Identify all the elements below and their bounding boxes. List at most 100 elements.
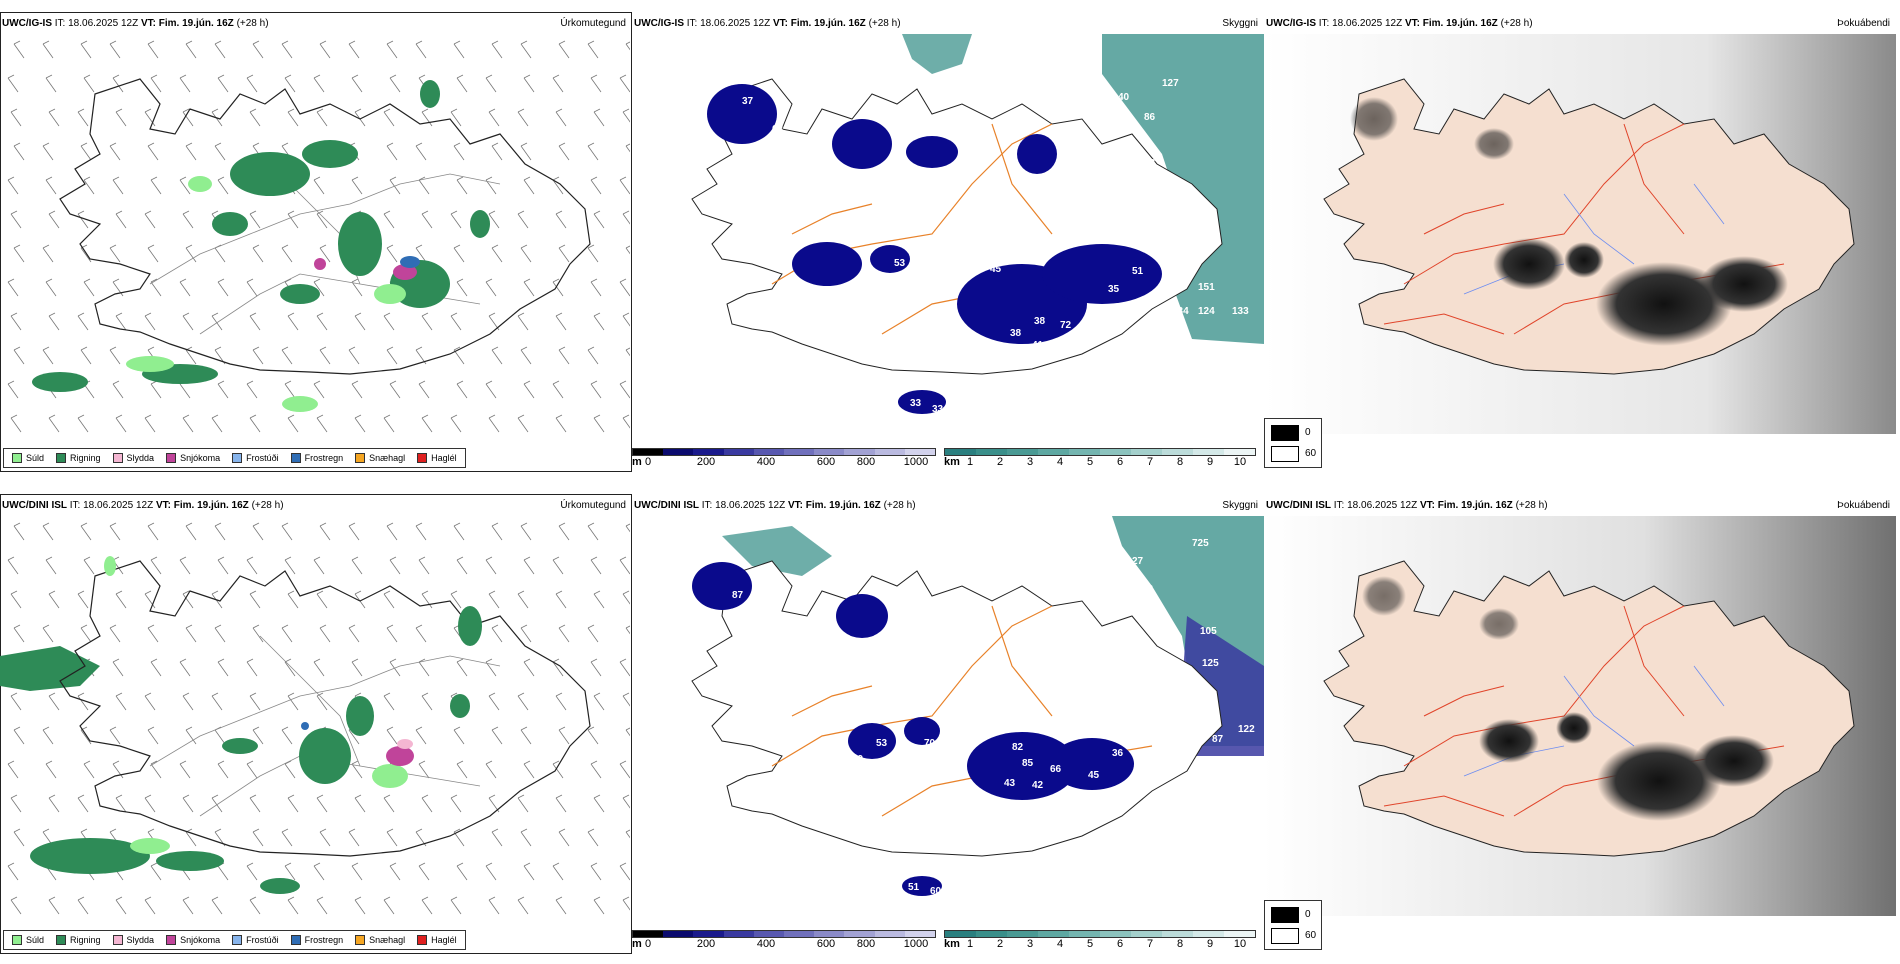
cloud-label: 40 [1118, 92, 1130, 103]
wind-barb [558, 522, 570, 541]
it-value: 18.06.2025 12Z [83, 500, 154, 511]
wind-barb [386, 142, 398, 161]
wind-barb [558, 40, 570, 59]
vt-label: VT: [155, 500, 171, 511]
panel-title: Skyggni [1222, 500, 1258, 511]
wind-barb [316, 794, 328, 813]
wind-barb [313, 74, 325, 93]
m-colorbar [632, 930, 936, 938]
wind-barb [115, 210, 127, 229]
panel-title: Úrkomutegund [560, 18, 626, 29]
panel-title: Þokuábendi [1837, 18, 1890, 29]
wind-barb [83, 176, 95, 195]
wind-barb [319, 346, 331, 365]
wind-barb [319, 244, 331, 263]
wind-barb [587, 522, 599, 541]
wind-barb [144, 312, 156, 331]
legend-item: Slydda [112, 453, 154, 463]
it-label: IT: [54, 18, 66, 29]
swatch [355, 935, 366, 945]
swatch [417, 453, 428, 463]
wind-barb [42, 624, 54, 643]
lead-time: (+28 h) [236, 18, 269, 29]
wind-barb [144, 896, 156, 915]
wind-barb [523, 862, 535, 881]
wind-barb [10, 312, 22, 331]
wind-barb [351, 380, 363, 399]
wind-barb [415, 726, 427, 745]
wind-barb [555, 794, 567, 813]
it-label: IT: [701, 500, 713, 511]
wind-barb [348, 40, 360, 59]
m-ticks: 0 200 400 600 800 1000 [644, 938, 929, 950]
wind-barb [418, 862, 430, 881]
wind-barb [625, 727, 630, 737]
lead-time: (+28 h) [868, 18, 901, 29]
precip-type-panel: UWC/DINI ISL IT: 18.06.2025 12Z VT: Fim.… [0, 494, 632, 954]
fog-legend-top: 0 [1305, 909, 1311, 920]
iceland-outline [59, 560, 591, 857]
legend-item: Rigning [56, 935, 101, 945]
wind-barb [587, 346, 599, 365]
wind-barb [558, 624, 570, 643]
cloud-base-panel: UWC/IG-IS IT: 18.06.2025 12Z VT: Fim. 19… [632, 12, 1264, 472]
wind-barb [319, 40, 331, 59]
wind-barb [619, 278, 630, 297]
model-name: UWC/IG-IS [634, 18, 684, 29]
swatch [166, 935, 177, 945]
wind-barb [488, 108, 500, 127]
wind-barb [389, 176, 401, 195]
cloud-label: 134 [1172, 306, 1189, 317]
km-colorbar [944, 930, 1256, 938]
wind-barb [622, 794, 630, 809]
wind-barb [42, 244, 54, 263]
wind-barb [109, 244, 121, 263]
wind-barb [354, 312, 366, 331]
wind-barb [456, 380, 468, 399]
it-label: IT: [1333, 500, 1345, 511]
wind-barb [83, 278, 95, 297]
wind-barb [351, 176, 363, 195]
swatch [12, 935, 22, 945]
wind-barb [80, 346, 92, 365]
wind-barb [150, 74, 162, 93]
wind-barb [281, 40, 293, 59]
cloud-label: 106 [1118, 174, 1135, 185]
wind-barb [7, 862, 19, 881]
panel-header: UWC/IG-IS IT: 18.06.2025 12Z VT: Fim. 19… [1266, 17, 1890, 31]
cloud-label: 66 [800, 588, 812, 599]
wind-barb [182, 692, 194, 711]
wind-barb [415, 142, 427, 161]
precip-map [7, 40, 630, 433]
wind-barb [211, 590, 223, 609]
wind-barb [287, 210, 299, 229]
wind-barb [77, 210, 89, 229]
wind-barb [587, 142, 599, 161]
cloud-label: 122 [1238, 724, 1255, 735]
wind-barb [488, 414, 500, 433]
fog-legend-bottom: 60 [1305, 448, 1317, 459]
wind-barb [316, 108, 328, 127]
wind-barb [48, 108, 60, 127]
wind-barb [150, 862, 162, 881]
wind-barb [491, 522, 503, 541]
wind-barb [185, 726, 197, 745]
wind-barb [485, 760, 497, 779]
wind-barb [453, 726, 465, 745]
wind-barb [453, 40, 465, 59]
wind-barb [316, 210, 328, 229]
cloud-label: 86 [1144, 112, 1156, 123]
wind-barb [587, 40, 599, 59]
wind-barb [520, 522, 532, 541]
vt-value: Fim. 19.jún. 16Z [158, 18, 234, 29]
wind-barb [48, 414, 60, 433]
wind-barb [313, 278, 325, 297]
wind-barb [109, 522, 121, 541]
wind-barb [7, 278, 19, 297]
wind-barb [7, 760, 19, 779]
wind-barb [217, 380, 229, 399]
wind-barb [552, 658, 564, 677]
cloud-label: 70 [944, 720, 956, 731]
wind-barb [112, 760, 124, 779]
wind-barb [252, 40, 264, 59]
